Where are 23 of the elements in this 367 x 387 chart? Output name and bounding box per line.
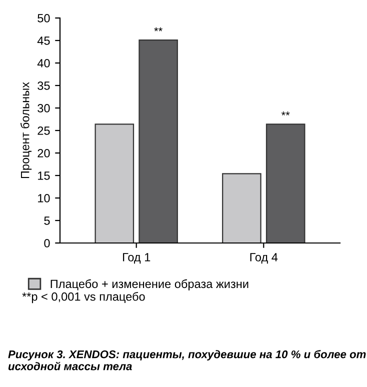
y-tick-label: 35 (38, 82, 50, 90)
annotation: ** (281, 111, 290, 116)
y-tick-label: 10 (38, 194, 50, 202)
legend-label: Плацебо + изменение образа жизни (50, 279, 248, 290)
y-tick-label: 25 (38, 126, 50, 135)
y-axis-title: Процент больных (20, 82, 32, 178)
y-tick-label: 50 (38, 14, 50, 22)
annotation: ** (154, 27, 162, 32)
y-tick-label: 15 (38, 172, 50, 180)
y-tick-label: 45 (37, 36, 50, 45)
y-tick-label: 5 (44, 216, 50, 225)
bar (222, 173, 262, 243)
text: Рисунок 3. XENDOS: пациенты, похудевшие на 10 % и более от исходной массы тела (8, 350, 366, 370)
y-tick-label: 40 (37, 59, 50, 68)
bar (266, 124, 306, 243)
y-tick-label: 0 (44, 239, 50, 248)
x-tick-label: Год 1 (123, 253, 150, 264)
y-tick-label: 30 (38, 104, 50, 112)
bar (138, 39, 178, 243)
x-tick-label: Год 4 (250, 253, 278, 264)
bar (94, 124, 134, 243)
text: **p < 0,001 vs плацебо (22, 292, 145, 304)
y-tick-label: 20 (38, 149, 50, 158)
